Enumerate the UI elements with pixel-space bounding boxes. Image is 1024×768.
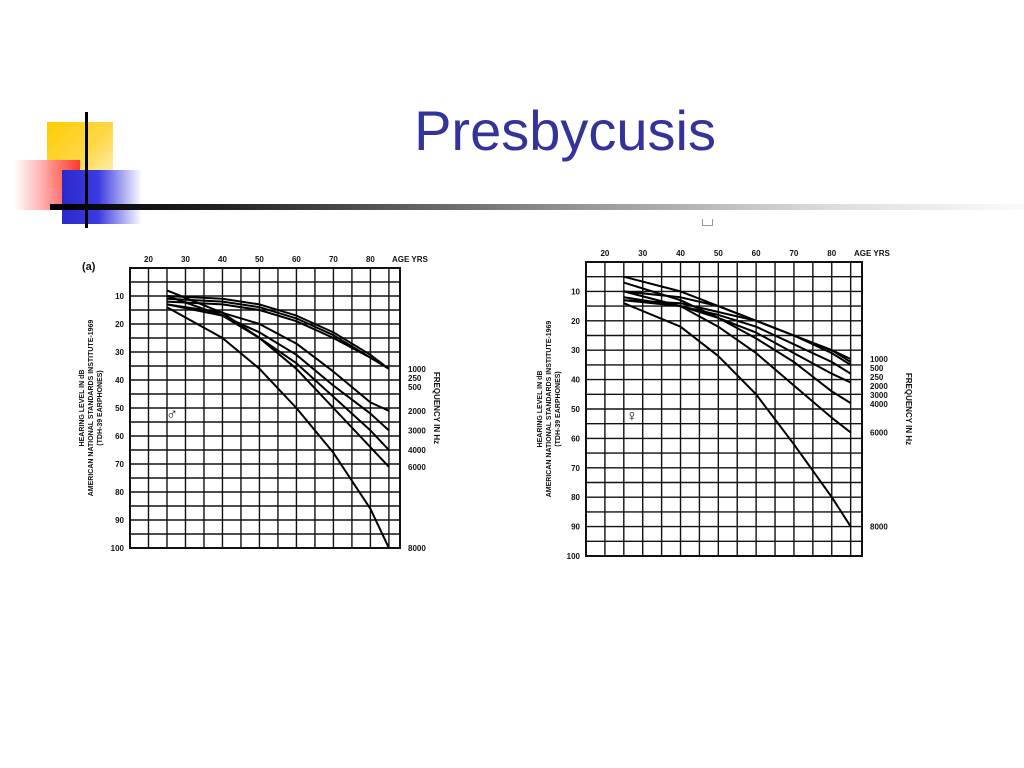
female-audiogram-chart: 20 30 40 50 60 70 80 AGE YRS 10 20 30 40 50 60 70 80 90 1… <box>537 249 913 561</box>
y-tick-label: 20 <box>115 320 124 329</box>
x-tick-label: 60 <box>752 249 761 258</box>
x-tick-label: 20 <box>600 249 609 258</box>
slide-title: Presbycusis <box>414 99 716 162</box>
x-tick-label: 20 <box>144 255 153 264</box>
frequency-label: 500 <box>408 383 422 392</box>
y-tick-label: 80 <box>115 488 124 497</box>
y-tick-label: 70 <box>115 460 124 469</box>
sex-symbol: ♀ <box>626 408 638 425</box>
frequency-label: 2000 <box>408 407 426 416</box>
female-audiogram-panel: 20 30 40 50 60 70 80 AGE YRS 10 20 30 40 50 60 70 80 90 1… <box>520 246 924 580</box>
right-axis-label: FREQUENCY IN Hz <box>432 372 441 444</box>
y-axis-label-line: AMERICAN NATIONAL STANDARDS INSTITUTE-19… <box>88 320 95 497</box>
curve-4000hz <box>166 295 390 451</box>
frequency-label: 8000 <box>870 523 888 532</box>
right-axis-label: FREQUENCY IN Hz <box>904 373 913 445</box>
title-underline-rule <box>50 204 1024 210</box>
frequency-label: 4000 <box>408 446 426 455</box>
curve-6000hz <box>623 290 852 434</box>
right-axis-label-group: FREQUENCY IN Hz <box>904 373 913 445</box>
frequency-label: 8000 <box>408 544 426 553</box>
blue-square-decoration <box>62 170 142 224</box>
y-tick-label: 30 <box>115 348 124 357</box>
x-tick-label: 30 <box>638 249 647 258</box>
y-tick-label: 90 <box>115 516 124 525</box>
frequency-label: 500 <box>870 364 884 373</box>
curve-8000hz <box>623 302 852 528</box>
y-axis-label-line: HEARING LEVEL IN dB <box>537 371 544 448</box>
y-tick-label: 80 <box>571 493 580 502</box>
y-axis-label-group: HEARING LEVEL IN dB AMERICAN NATIONAL STA… <box>537 321 562 498</box>
frequency-label: 1000 <box>408 365 426 374</box>
frequency-label: 3000 <box>408 426 426 435</box>
x-tick-label: 70 <box>789 249 798 258</box>
y-tick-label: 60 <box>115 432 124 441</box>
frequency-label: 2000 <box>870 382 888 391</box>
panel-label: (a) <box>82 261 96 273</box>
frequency-label: 250 <box>408 374 422 383</box>
x-tick-label: 50 <box>255 255 264 264</box>
y-tick-label: 90 <box>571 523 580 532</box>
y-tick-label: 50 <box>571 405 580 414</box>
x-axis-unit-label: AGE YRS <box>854 249 891 258</box>
curve-6000hz <box>166 289 390 468</box>
y-tick-label: 10 <box>571 287 580 296</box>
curve-250hz <box>623 299 852 366</box>
y-tick-label: 40 <box>115 376 124 385</box>
y-tick-label: 10 <box>115 292 124 301</box>
curve-8000hz <box>166 306 390 549</box>
frequency-label: 3000 <box>870 391 888 400</box>
y-axis-label-line: AMERICAN NATIONAL STANDARDS INSTITUTE-19… <box>546 321 553 498</box>
curve-500hz <box>166 295 390 370</box>
frequency-label: 6000 <box>870 429 888 438</box>
x-tick-label: 40 <box>676 249 685 258</box>
y-tick-label: 70 <box>571 464 580 473</box>
male-audiogram-chart: 20 30 40 50 60 70 80 AGE YRS 10 20 30 40 50 60 70 80 90 1… <box>79 255 441 553</box>
curve-4000hz <box>623 281 852 404</box>
frequency-label: 1000 <box>870 355 888 364</box>
y-tick-label: 100 <box>567 552 581 561</box>
frequency-label: 6000 <box>408 463 426 472</box>
y-tick-label: 40 <box>571 376 580 385</box>
y-axis-label-line: (TDH-39 EARPHONES) <box>555 371 562 446</box>
y-tick-label: 100 <box>111 544 125 553</box>
frequency-label: 4000 <box>870 400 888 409</box>
x-tick-label: 50 <box>714 249 723 258</box>
male-audiogram-panel: 20 30 40 50 60 70 80 AGE YRS 10 20 30 40 50 60 70 80 90 1… <box>60 240 452 568</box>
sex-symbol: ♂ <box>166 406 178 423</box>
x-tick-label: 30 <box>181 255 190 264</box>
x-tick-label: 80 <box>827 249 836 258</box>
y-axis-label-line: (TDH-39 EARPHONES) <box>97 370 104 445</box>
x-tick-label: 70 <box>329 255 338 264</box>
y-axis-label-line: HEARING LEVEL IN dB <box>79 370 86 447</box>
frequency-label: 250 <box>870 373 884 382</box>
right-axis-label-group: FREQUENCY IN Hz <box>432 372 441 444</box>
vertical-rule <box>85 112 88 228</box>
placeholder-mark <box>702 219 713 226</box>
y-tick-label: 50 <box>115 404 124 413</box>
x-tick-label: 40 <box>218 255 227 264</box>
y-tick-label: 60 <box>571 434 580 443</box>
curve-250hz <box>166 297 390 370</box>
y-tick-label: 30 <box>571 346 580 355</box>
y-axis-label-group: HEARING LEVEL IN dB AMERICAN NATIONAL STA… <box>79 320 104 497</box>
x-tick-label: 80 <box>366 255 375 264</box>
x-tick-label: 60 <box>292 255 301 264</box>
y-tick-label: 20 <box>571 317 580 326</box>
x-axis-unit-label: AGE YRS <box>392 255 429 264</box>
